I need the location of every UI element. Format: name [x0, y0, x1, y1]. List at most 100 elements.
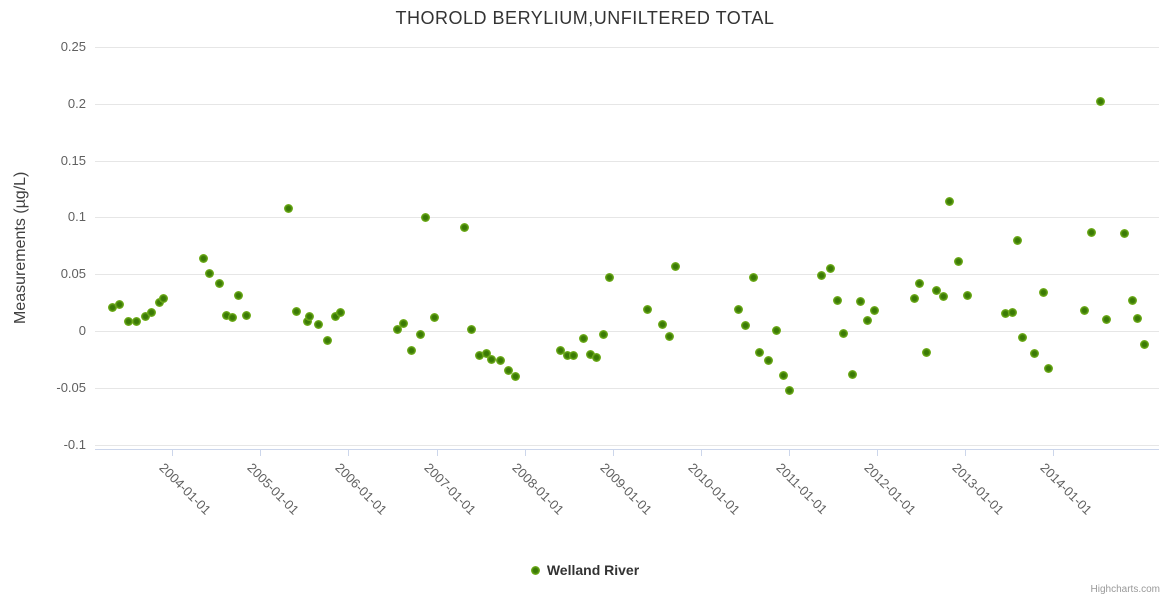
data-point[interactable]	[115, 300, 125, 310]
data-point[interactable]	[146, 308, 156, 318]
data-point[interactable]	[938, 292, 948, 302]
data-point[interactable]	[407, 345, 417, 355]
data-point[interactable]	[1018, 333, 1028, 343]
data-point[interactable]	[838, 328, 848, 338]
data-point[interactable]	[1102, 315, 1112, 325]
data-point[interactable]	[511, 371, 521, 381]
data-point[interactable]	[108, 302, 118, 312]
data-point[interactable]	[1139, 340, 1149, 350]
data-point[interactable]	[496, 356, 506, 366]
data-point[interactable]	[421, 212, 431, 222]
chart-title: THOROLD BERYLIUM,UNFILTERED TOTAL	[395, 8, 775, 28]
highcharts-credit-link[interactable]: Highcharts.com	[1090, 584, 1160, 595]
data-point[interactable]	[198, 253, 208, 263]
data-point[interactable]	[748, 273, 758, 283]
data-point[interactable]	[658, 319, 668, 329]
data-point[interactable]	[754, 348, 764, 358]
data-point[interactable]	[305, 311, 315, 321]
data-point[interactable]	[563, 351, 573, 361]
data-point[interactable]	[665, 332, 675, 342]
data-point[interactable]	[734, 304, 744, 314]
data-point[interactable]	[962, 291, 972, 301]
data-point[interactable]	[578, 334, 588, 344]
data-point[interactable]	[931, 285, 941, 295]
data-point[interactable]	[763, 356, 773, 366]
data-point[interactable]	[1013, 235, 1023, 245]
data-point[interactable]	[204, 268, 214, 278]
data-point[interactable]	[863, 316, 873, 326]
x-axis-tick-label: 2008-01-01	[508, 460, 567, 518]
data-point[interactable]	[909, 293, 919, 303]
data-point[interactable]	[399, 318, 409, 328]
data-point[interactable]	[158, 293, 168, 303]
legend-item-welland-river[interactable]: Welland River	[0, 562, 1170, 578]
data-point[interactable]	[392, 325, 402, 335]
data-point[interactable]	[556, 345, 566, 355]
data-point[interactable]	[1080, 306, 1090, 316]
data-point[interactable]	[569, 351, 579, 361]
data-point[interactable]	[1029, 349, 1039, 359]
data-point[interactable]	[1096, 97, 1106, 107]
data-point[interactable]	[302, 317, 312, 327]
data-point[interactable]	[322, 335, 332, 345]
x-axis-line	[95, 449, 1159, 450]
data-point[interactable]	[816, 270, 826, 280]
data-point[interactable]	[292, 307, 302, 317]
data-point[interactable]	[847, 369, 857, 379]
data-point[interactable]	[1119, 228, 1129, 238]
data-point[interactable]	[1038, 287, 1048, 297]
data-point[interactable]	[504, 366, 514, 376]
data-point[interactable]	[221, 310, 231, 320]
data-point[interactable]	[459, 223, 469, 233]
data-point[interactable]	[915, 278, 924, 288]
x-axis-tick	[436, 450, 438, 456]
data-point[interactable]	[945, 196, 955, 206]
x-axis-tick-label: 2007-01-01	[420, 460, 479, 518]
data-point[interactable]	[598, 329, 608, 339]
data-point[interactable]	[784, 385, 794, 395]
data-point[interactable]	[832, 295, 842, 305]
data-point[interactable]	[741, 320, 751, 330]
data-point[interactable]	[826, 264, 836, 273]
data-point[interactable]	[314, 319, 324, 329]
x-axis-tick	[348, 450, 350, 456]
data-point[interactable]	[330, 311, 340, 321]
data-point[interactable]	[154, 298, 164, 308]
data-point[interactable]	[1007, 308, 1017, 318]
data-point[interactable]	[242, 310, 252, 320]
x-axis-tick-label: 2009-01-01	[597, 460, 655, 518]
data-point[interactable]	[475, 351, 485, 361]
data-point[interactable]	[671, 261, 681, 271]
data-point[interactable]	[605, 273, 615, 283]
data-point[interactable]	[1043, 363, 1053, 373]
data-point[interactable]	[466, 325, 476, 335]
y-axis-tick-label: -0.1	[63, 436, 86, 452]
data-point[interactable]	[124, 317, 134, 327]
data-point[interactable]	[228, 312, 238, 322]
y-axis-tick-label: -0.05	[56, 379, 86, 395]
data-point[interactable]	[921, 348, 931, 358]
data-point[interactable]	[1087, 227, 1097, 237]
y-gridline	[95, 330, 1159, 332]
data-point[interactable]	[855, 296, 865, 306]
data-point[interactable]	[215, 278, 225, 288]
data-point[interactable]	[335, 308, 345, 318]
data-point[interactable]	[643, 304, 653, 314]
data-point[interactable]	[430, 312, 440, 322]
data-point[interactable]	[140, 311, 150, 321]
data-point[interactable]	[233, 291, 243, 301]
data-point[interactable]	[131, 317, 141, 327]
data-point[interactable]	[487, 354, 497, 364]
data-point[interactable]	[870, 306, 880, 316]
data-point[interactable]	[1000, 309, 1010, 319]
data-point[interactable]	[592, 352, 602, 362]
data-point[interactable]	[1132, 313, 1142, 323]
data-point[interactable]	[778, 370, 788, 380]
data-point[interactable]	[953, 257, 963, 267]
data-point[interactable]	[771, 326, 781, 336]
data-point[interactable]	[481, 349, 491, 359]
data-point[interactable]	[284, 203, 294, 213]
data-point[interactable]	[415, 329, 425, 339]
data-point[interactable]	[585, 350, 595, 360]
data-point[interactable]	[1127, 295, 1137, 305]
